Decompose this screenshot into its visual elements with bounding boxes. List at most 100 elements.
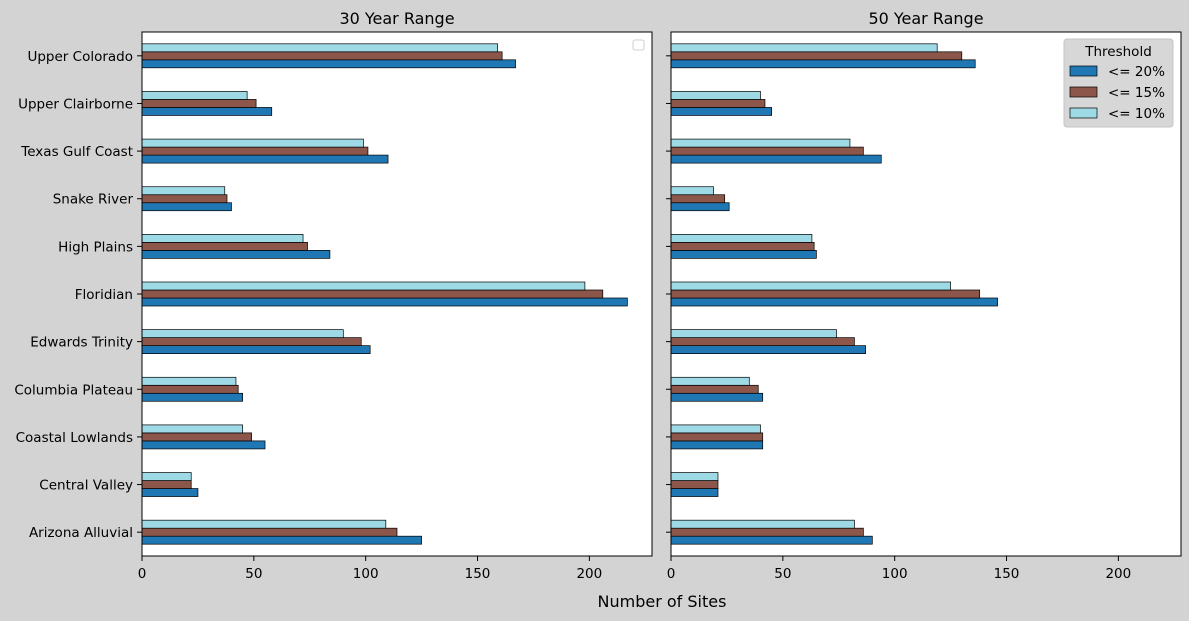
y-tick-label: Floridian (75, 287, 133, 303)
bar-upper-clairborne-series-3 (670, 472, 719, 481)
y-tick-label: Columbia Plateau (14, 382, 133, 398)
bar-snake-river-series-3 (670, 376, 750, 386)
bar-columbia-plateau-series-3 (141, 186, 226, 196)
x-tick-label: 200 (1105, 566, 1131, 582)
bar-arizona-alluvial-series-1 (670, 59, 976, 69)
bar-central-valley-series-3 (670, 91, 761, 100)
chart-title: 50 Year Range (868, 9, 983, 28)
y-tick-label: Upper Clairborne (18, 96, 133, 112)
bar-edwards-trinity-series-2 (141, 242, 308, 251)
bar-high-plains-series-2 (141, 337, 362, 346)
bar-upper-clairborne-series-3 (141, 472, 192, 481)
bar-high-plains-series-1 (141, 345, 371, 354)
bar-arizona-alluvial-series-3 (670, 43, 938, 53)
bar-arizona-alluvial-series-1 (141, 59, 516, 69)
bar-upper-colorado-series-3 (670, 519, 855, 529)
y-tick-label: Arizona Alluvial (29, 525, 133, 541)
bar-high-plains-series-3 (670, 329, 837, 338)
bar-coastal-lowlands-series-2 (670, 146, 864, 156)
bar-columbia-plateau-series-2 (670, 194, 726, 204)
bar-coastal-lowlands-series-1 (141, 154, 389, 164)
legend-box (1063, 38, 1174, 128)
bar-edwards-trinity-series-1 (670, 250, 817, 259)
bar-high-plains-series-1 (670, 345, 866, 354)
bar-coastal-lowlands-series-3 (670, 138, 851, 148)
y-tick-label: Coastal Lowlands (16, 430, 133, 446)
panels: 30 Year Range Arizona Alluvial Central Val… (14, 9, 1182, 582)
bar-snake-river-series-1 (141, 392, 244, 402)
legend-swatch (1069, 65, 1098, 77)
bar-upper-colorado-series-2 (670, 527, 864, 537)
bar-arizona-alluvial-series-3 (141, 43, 499, 53)
y-tick-label: High Plains (58, 239, 133, 255)
axes-frame (670, 31, 1182, 557)
x-tick-label: 150 (994, 566, 1020, 582)
bar-upper-colorado-series-1 (141, 535, 422, 545)
bar-upper-clairborne-series-2 (141, 480, 192, 489)
bar-upper-clairborne-series-2 (670, 480, 719, 489)
bar-floridian-series-3 (141, 281, 586, 291)
bar-snake-river-series-3 (141, 376, 237, 386)
bar-columbia-plateau-series-2 (141, 194, 228, 204)
bar-texas-gulf-coast-series-1 (141, 440, 266, 450)
bar-upper-clairborne-series-1 (141, 488, 199, 497)
x-tick-label: 50 (774, 566, 791, 582)
bar-coastal-lowlands-series-2 (141, 146, 369, 156)
bar-edwards-trinity-series-3 (141, 234, 304, 243)
legend-label: <= 10% (1108, 106, 1165, 122)
bar-upper-clairborne-series-1 (670, 488, 719, 497)
bar-texas-gulf-coast-series-2 (670, 432, 764, 442)
bar-texas-gulf-coast-series-1 (670, 440, 764, 450)
bar-upper-colorado-series-2 (141, 527, 398, 537)
bar-coastal-lowlands-series-1 (670, 154, 882, 164)
bar-columbia-plateau-series-1 (141, 202, 232, 212)
x-tick-label: 100 (882, 566, 908, 582)
bar-snake-river-series-2 (141, 384, 239, 394)
bar-central-valley-series-2 (670, 99, 766, 108)
bar-texas-gulf-coast-series-3 (141, 424, 244, 434)
legend-swatch (1069, 107, 1098, 119)
bar-floridian-series-3 (670, 281, 951, 291)
bar-central-valley-series-2 (141, 99, 257, 108)
bar-texas-gulf-coast-series-2 (141, 432, 252, 442)
bar-central-valley-series-1 (141, 107, 273, 116)
y-tick-label: Upper Colorado (27, 49, 133, 65)
y-tick-label: Central Valley (39, 478, 133, 494)
legend-title: Threshold (1084, 44, 1152, 60)
chart-title: 30 Year Range (339, 9, 454, 28)
bar-snake-river-series-2 (670, 384, 759, 394)
bar-columbia-plateau-series-3 (670, 186, 714, 196)
chart-panel-2: 50 Year Range 0 50 100 150 200 Threshold <= 20%… (666, 9, 1182, 582)
y-tick-label: Texas Gulf Coast (20, 144, 133, 160)
bar-edwards-trinity-series-2 (670, 242, 815, 251)
legend-swatch (1069, 86, 1098, 98)
bar-high-plains-series-2 (670, 337, 855, 346)
bar-upper-colorado-series-1 (670, 535, 873, 545)
bar-edwards-trinity-series-3 (670, 234, 813, 243)
bar-floridian-series-2 (670, 289, 981, 299)
x-tick-label: 50 (245, 566, 262, 582)
bar-arizona-alluvial-series-2 (670, 51, 963, 61)
chart-panel-1: 30 Year Range Arizona Alluvial Central Val… (14, 9, 653, 582)
bar-snake-river-series-1 (670, 392, 764, 402)
bar-upper-colorado-series-3 (141, 519, 387, 529)
bar-arizona-alluvial-series-2 (141, 51, 503, 61)
bar-texas-gulf-coast-series-3 (670, 424, 761, 434)
y-tick-label: Snake River (53, 192, 134, 208)
bar-floridian-series-1 (670, 297, 998, 307)
bar-columbia-plateau-series-1 (670, 202, 730, 212)
legend-label: <= 15% (1108, 85, 1165, 101)
axes-frame (141, 31, 653, 557)
x-tick-label: 0 (138, 566, 147, 582)
empty-legend (632, 39, 645, 51)
legend-label: <= 20% (1108, 64, 1165, 80)
legend: Threshold <= 20% <= 15% <= 10% (1063, 38, 1174, 128)
bar-edwards-trinity-series-1 (141, 250, 331, 259)
x-tick-label: 100 (353, 566, 379, 582)
bar-central-valley-series-3 (141, 91, 248, 100)
x-tick-label: 150 (465, 566, 491, 582)
x-tick-label: 0 (667, 566, 676, 582)
x-tick-label: 200 (576, 566, 602, 582)
y-tick-label: Edwards Trinity (30, 335, 133, 351)
